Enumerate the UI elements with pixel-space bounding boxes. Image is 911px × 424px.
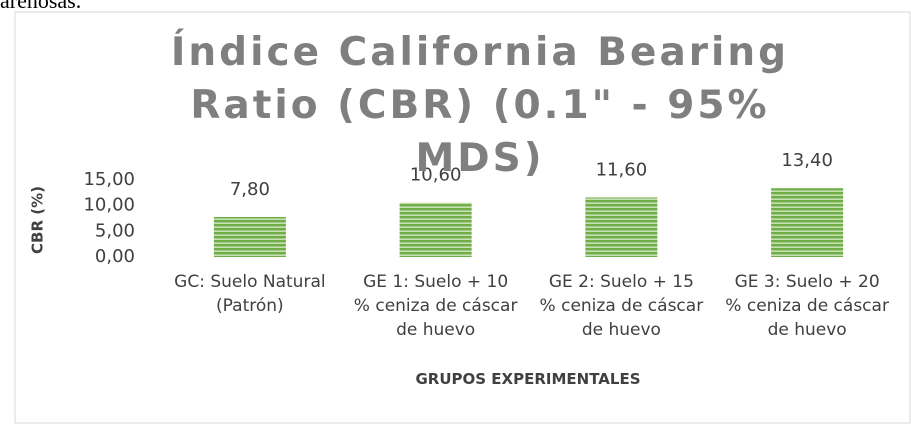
y-tick-label: 0,00 <box>95 246 135 267</box>
bar <box>585 197 658 257</box>
x-tick-label: GC: Suelo Natural (Patrón) <box>174 272 326 316</box>
y-tick-label: 5,00 <box>95 220 135 241</box>
x-axis-title: GRUPOS EXPERIMENTALES <box>415 370 641 388</box>
bar <box>771 188 844 257</box>
bar <box>213 216 286 257</box>
y-tick-label: 15,00 <box>83 169 135 190</box>
chart-title: Índice California Bearing Ratio (CBR) (0… <box>170 30 790 181</box>
data-label: 13,40 <box>781 150 833 171</box>
data-label: 11,60 <box>596 159 648 180</box>
y-tick-label: 10,00 <box>83 195 135 216</box>
x-tick-label: GE 1: Suelo + 10 % ceniza de cáscar de h… <box>353 272 518 340</box>
x-tick-label: GE 2: Suelo + 15 % ceniza de cáscar de h… <box>539 272 704 340</box>
data-label: 10,60 <box>410 165 462 186</box>
page-text: arenosas. <box>0 0 82 13</box>
y-axis-title: CBR (%) <box>29 186 47 254</box>
data-label: 7,80 <box>230 179 270 200</box>
x-tick-label: GE 3: Suelo + 20 % ceniza de cáscar de h… <box>725 272 889 340</box>
bar <box>399 202 472 257</box>
